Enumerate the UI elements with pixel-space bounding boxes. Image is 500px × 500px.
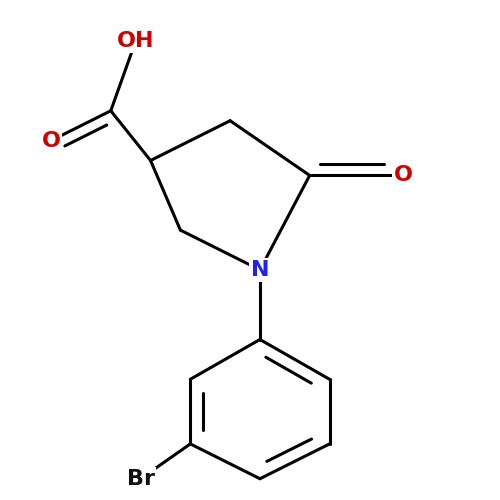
- Text: O: O: [394, 166, 413, 186]
- Text: N: N: [250, 260, 269, 280]
- Text: Br: Br: [126, 468, 154, 488]
- Text: O: O: [42, 130, 60, 150]
- Text: OH: OH: [117, 31, 154, 51]
